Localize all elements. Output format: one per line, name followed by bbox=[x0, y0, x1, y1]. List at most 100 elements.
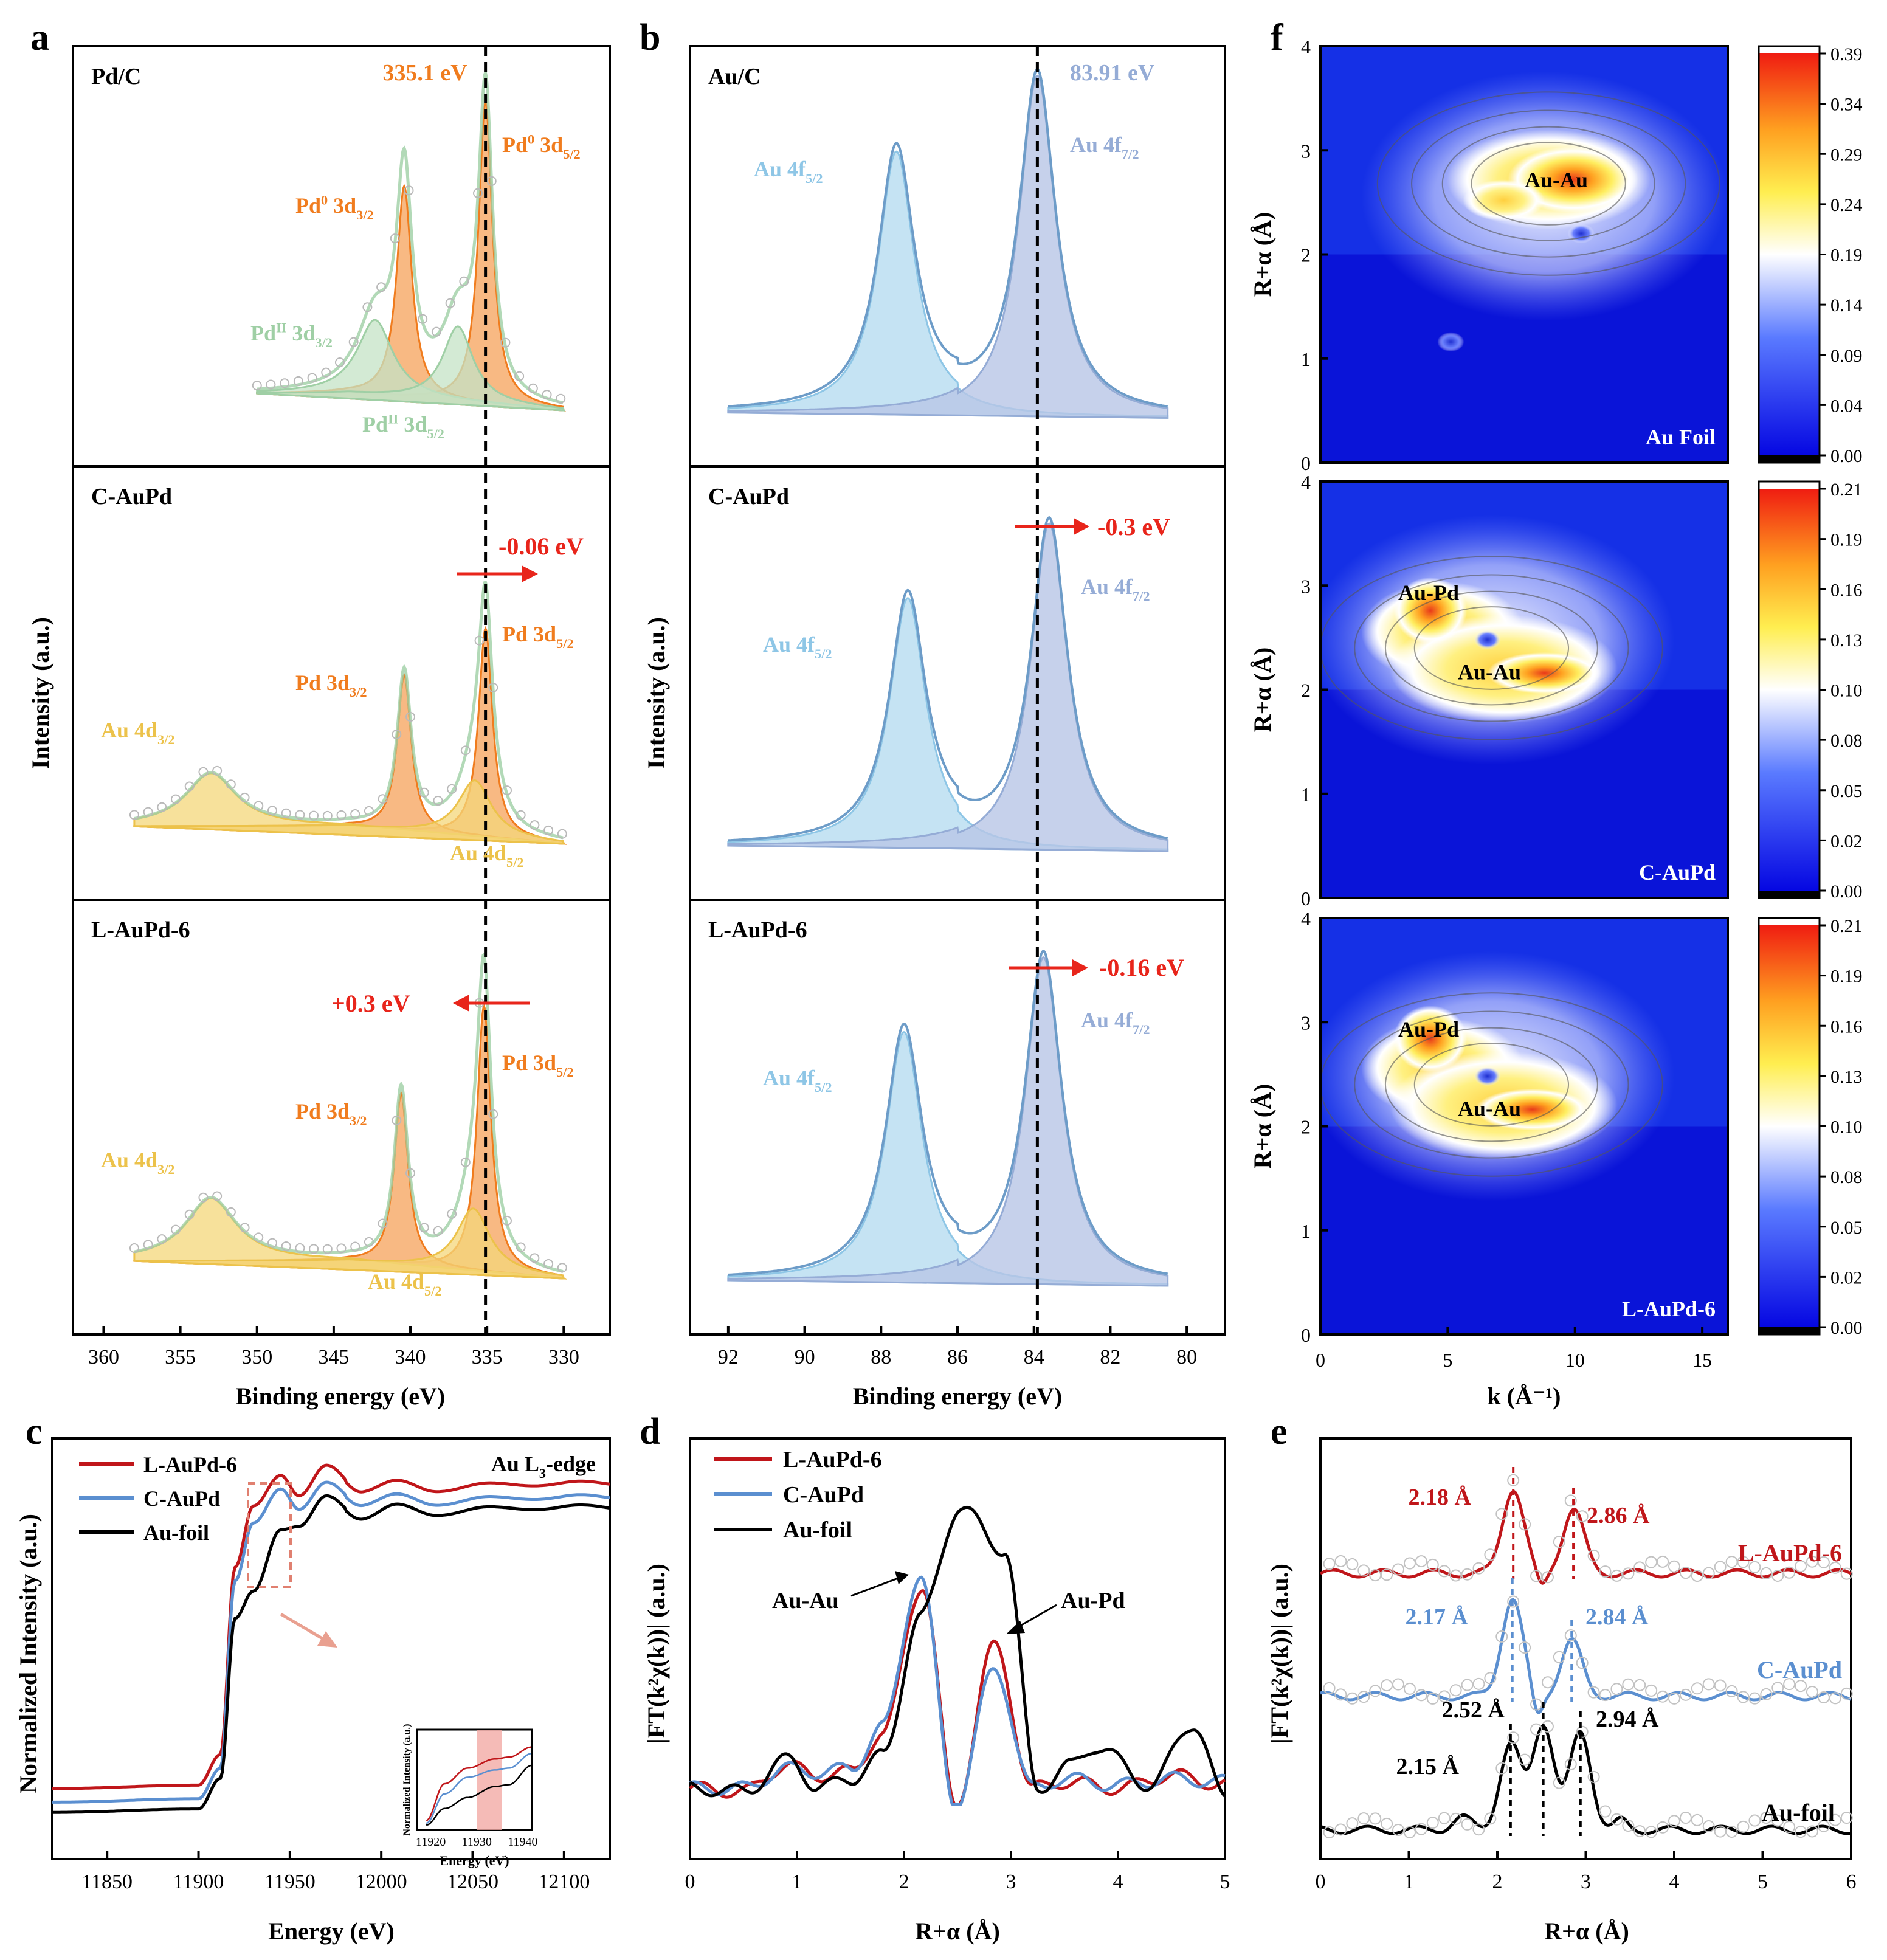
y-tick-label: 0 bbox=[1301, 452, 1311, 474]
x-tick-label: 80 bbox=[1176, 1346, 1197, 1368]
fit-envelope bbox=[257, 68, 564, 405]
raw-data-point bbox=[543, 825, 554, 835]
peak-label-au-4f72: Au 4f7/2 bbox=[1070, 133, 1139, 162]
series-line-L-AuPd-6 bbox=[1319, 1489, 1852, 1585]
raw-data-point bbox=[254, 801, 264, 811]
series-line-C-AuPd bbox=[52, 1480, 610, 1804]
map-intensity-blob bbox=[1463, 179, 1545, 221]
fit-data-point bbox=[1737, 1691, 1750, 1703]
fit-envelope bbox=[728, 950, 1168, 1276]
fit-data-point bbox=[1507, 1474, 1520, 1486]
x-tick-label: 0 bbox=[685, 1871, 695, 1893]
fit-data-point bbox=[1461, 1568, 1474, 1581]
raw-data-point bbox=[198, 767, 209, 777]
colorbar-label: 0.19 bbox=[1830, 967, 1863, 987]
inset-tick-label: 11940 bbox=[508, 1835, 537, 1849]
fit-data-point bbox=[1449, 1569, 1462, 1582]
panel-d-frame bbox=[689, 1437, 1226, 1860]
fit-data-point bbox=[1381, 1679, 1393, 1692]
fit-data-point bbox=[1599, 1805, 1612, 1818]
fit-data-point bbox=[1334, 1688, 1347, 1701]
raw-data-point bbox=[488, 1109, 498, 1119]
fit-data-point bbox=[1576, 1725, 1589, 1738]
map-intensity-blob bbox=[1393, 577, 1468, 644]
raw-data-point bbox=[254, 1232, 264, 1243]
map-contour bbox=[1471, 142, 1626, 226]
fit-data-point bbox=[1461, 1679, 1474, 1691]
legend-label: Au-foil bbox=[783, 1517, 852, 1543]
colorbar-bottom bbox=[1759, 1327, 1820, 1334]
fit-data-point bbox=[1519, 1753, 1531, 1766]
fit-data-point bbox=[1392, 1824, 1405, 1837]
raw-data-point bbox=[460, 1157, 471, 1167]
fit-data-point bbox=[1622, 1567, 1635, 1580]
y-axis-title: Intensity (a.u.) bbox=[27, 617, 54, 769]
fit-data-point bbox=[1840, 1812, 1853, 1824]
raw-data-point bbox=[447, 1209, 457, 1219]
fit-data-point bbox=[1610, 1813, 1623, 1826]
fit-component bbox=[727, 522, 1169, 852]
fit-data-point bbox=[1357, 1691, 1370, 1703]
fit-data-point bbox=[1426, 1558, 1439, 1571]
x-tick-label: 335 bbox=[472, 1346, 503, 1368]
raw-data-point bbox=[129, 810, 139, 820]
fit-data-point bbox=[1610, 1683, 1623, 1696]
panel-letter-e: e bbox=[1271, 1411, 1288, 1452]
y-axis-title: Normalized Intensity (a.u.) bbox=[15, 1514, 42, 1793]
sample-label: Pd/C bbox=[91, 64, 141, 89]
fit-data-point bbox=[1426, 1817, 1439, 1829]
inset-tick-label: 11920 bbox=[416, 1835, 446, 1849]
colorbar bbox=[1759, 918, 1820, 1334]
raw-data-point bbox=[473, 188, 483, 198]
panel-a-x-axis: 360 355 350 345 340 335 330 bbox=[88, 1326, 579, 1368]
raw-data-point bbox=[157, 802, 167, 812]
raw-data-point bbox=[267, 1238, 277, 1248]
inset-curve bbox=[426, 1764, 531, 1826]
peak-label-pd0-3d32: Pd0 3d3/2 bbox=[295, 192, 374, 222]
raw-data-point bbox=[252, 381, 262, 391]
fit-data-point bbox=[1495, 1762, 1508, 1775]
fit-data-point bbox=[1576, 1657, 1589, 1669]
fit-component bbox=[133, 779, 565, 845]
sample-label: L-AuPd-6 bbox=[708, 917, 807, 943]
x-axis-title: R+α (Å) bbox=[1544, 1917, 1629, 1945]
y-tick-label: 1 bbox=[1301, 784, 1311, 806]
legend-label: Au-foil bbox=[143, 1520, 209, 1545]
peak-label-au-4d32: Au 4d3/2 bbox=[101, 1148, 175, 1177]
raw-data-point bbox=[293, 376, 303, 386]
inset-tick-label: 11930 bbox=[462, 1835, 492, 1849]
fit-data-point bbox=[1702, 1678, 1715, 1691]
raw-data-point bbox=[514, 371, 525, 381]
series-line-Au-foil bbox=[1320, 1724, 1852, 1835]
x-tick-label: 5 bbox=[1443, 1349, 1452, 1371]
raw-data-point bbox=[336, 1243, 347, 1254]
raw-data-point bbox=[295, 1243, 305, 1253]
fit-data-point bbox=[1668, 1815, 1680, 1827]
y-tick-label: 3 bbox=[1301, 1012, 1311, 1033]
map-peak-label: Au-Pd bbox=[1398, 1017, 1459, 1041]
raw-data-point bbox=[184, 781, 195, 792]
fit-data-point bbox=[1748, 1814, 1761, 1827]
map-contour bbox=[1376, 91, 1720, 276]
fit-data-point bbox=[1323, 1558, 1336, 1570]
panel-a-sub-3: L-AuPd-6 bbox=[91, 917, 567, 1280]
fit-data-point bbox=[1392, 1563, 1405, 1576]
fit-data-point bbox=[1725, 1556, 1738, 1568]
raw-data-point bbox=[502, 785, 512, 796]
colorbar-label: 0.19 bbox=[1830, 530, 1863, 550]
colorbar-label: 0.10 bbox=[1830, 1117, 1863, 1137]
raw-data-point bbox=[364, 1237, 374, 1247]
legend-label: L-AuPd-6 bbox=[143, 1452, 237, 1477]
x-tick-label: 12100 bbox=[538, 1871, 590, 1893]
legend-label: L-AuPd-6 bbox=[783, 1447, 882, 1472]
y-axis-title: |FT(k²χ(k))| (a.u.) bbox=[643, 1564, 670, 1744]
fit-data-point bbox=[1564, 1629, 1577, 1642]
reference-energy-label: 335.1 eV bbox=[382, 60, 467, 86]
peak-position-label: 2.86 Å bbox=[1587, 1503, 1650, 1528]
shift-arrowhead bbox=[522, 565, 538, 582]
peak-position-label: 2.17 Å bbox=[1406, 1604, 1469, 1630]
y-axis-title: R+α (Å) bbox=[1249, 1084, 1276, 1169]
x-tick-label: 3 bbox=[1581, 1871, 1591, 1893]
raw-data-point bbox=[322, 810, 333, 821]
